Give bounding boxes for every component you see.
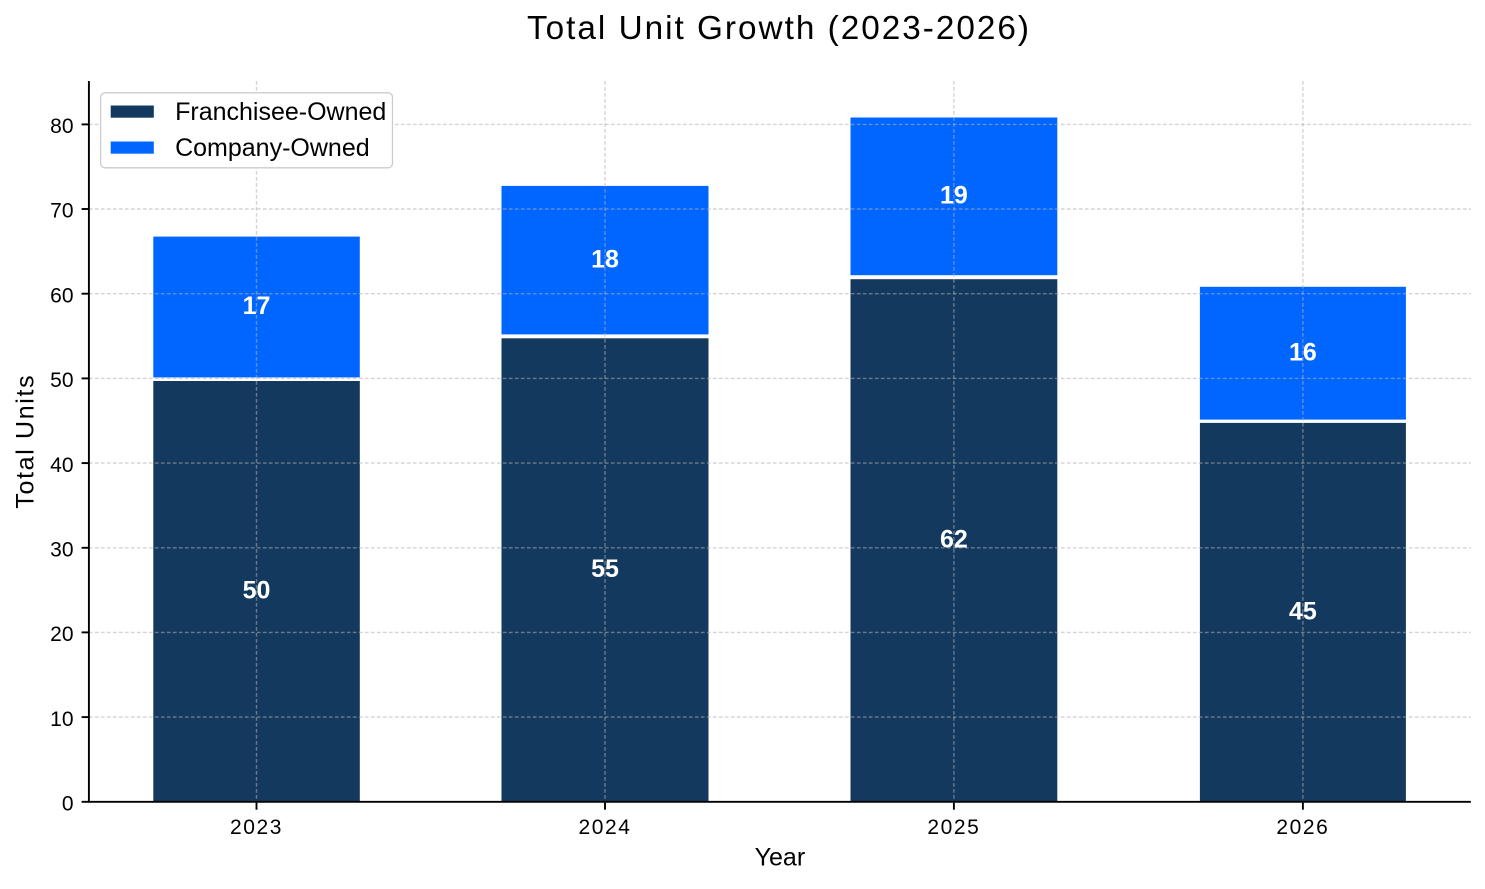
svg-text:62: 62 — [940, 526, 968, 554]
svg-text:40: 40 — [50, 454, 73, 477]
svg-text:0: 0 — [62, 793, 74, 816]
svg-text:45: 45 — [1289, 598, 1317, 626]
svg-text:30: 30 — [50, 539, 73, 562]
svg-text:16: 16 — [1289, 338, 1317, 366]
svg-text:2023: 2023 — [230, 816, 283, 839]
svg-text:Year: Year — [755, 843, 806, 871]
svg-text:Franchisee-Owned: Franchisee-Owned — [175, 98, 386, 126]
svg-text:55: 55 — [591, 555, 619, 583]
svg-text:Company-Owned: Company-Owned — [175, 134, 370, 162]
svg-text:19: 19 — [940, 182, 968, 210]
svg-text:50: 50 — [243, 577, 271, 605]
svg-text:2026: 2026 — [1276, 816, 1329, 839]
svg-text:2025: 2025 — [927, 816, 980, 839]
svg-text:10: 10 — [50, 708, 73, 731]
svg-text:17: 17 — [243, 292, 271, 320]
svg-text:2024: 2024 — [578, 816, 631, 839]
svg-text:70: 70 — [50, 200, 73, 223]
svg-text:80: 80 — [50, 115, 73, 138]
svg-text:60: 60 — [50, 284, 73, 307]
svg-text:Total Units: Total Units — [12, 374, 40, 509]
svg-text:Total Unit Growth (2023-2026): Total Unit Growth (2023-2026) — [527, 10, 1031, 47]
svg-text:50: 50 — [50, 369, 73, 392]
svg-text:20: 20 — [50, 623, 73, 646]
svg-text:18: 18 — [591, 245, 619, 273]
